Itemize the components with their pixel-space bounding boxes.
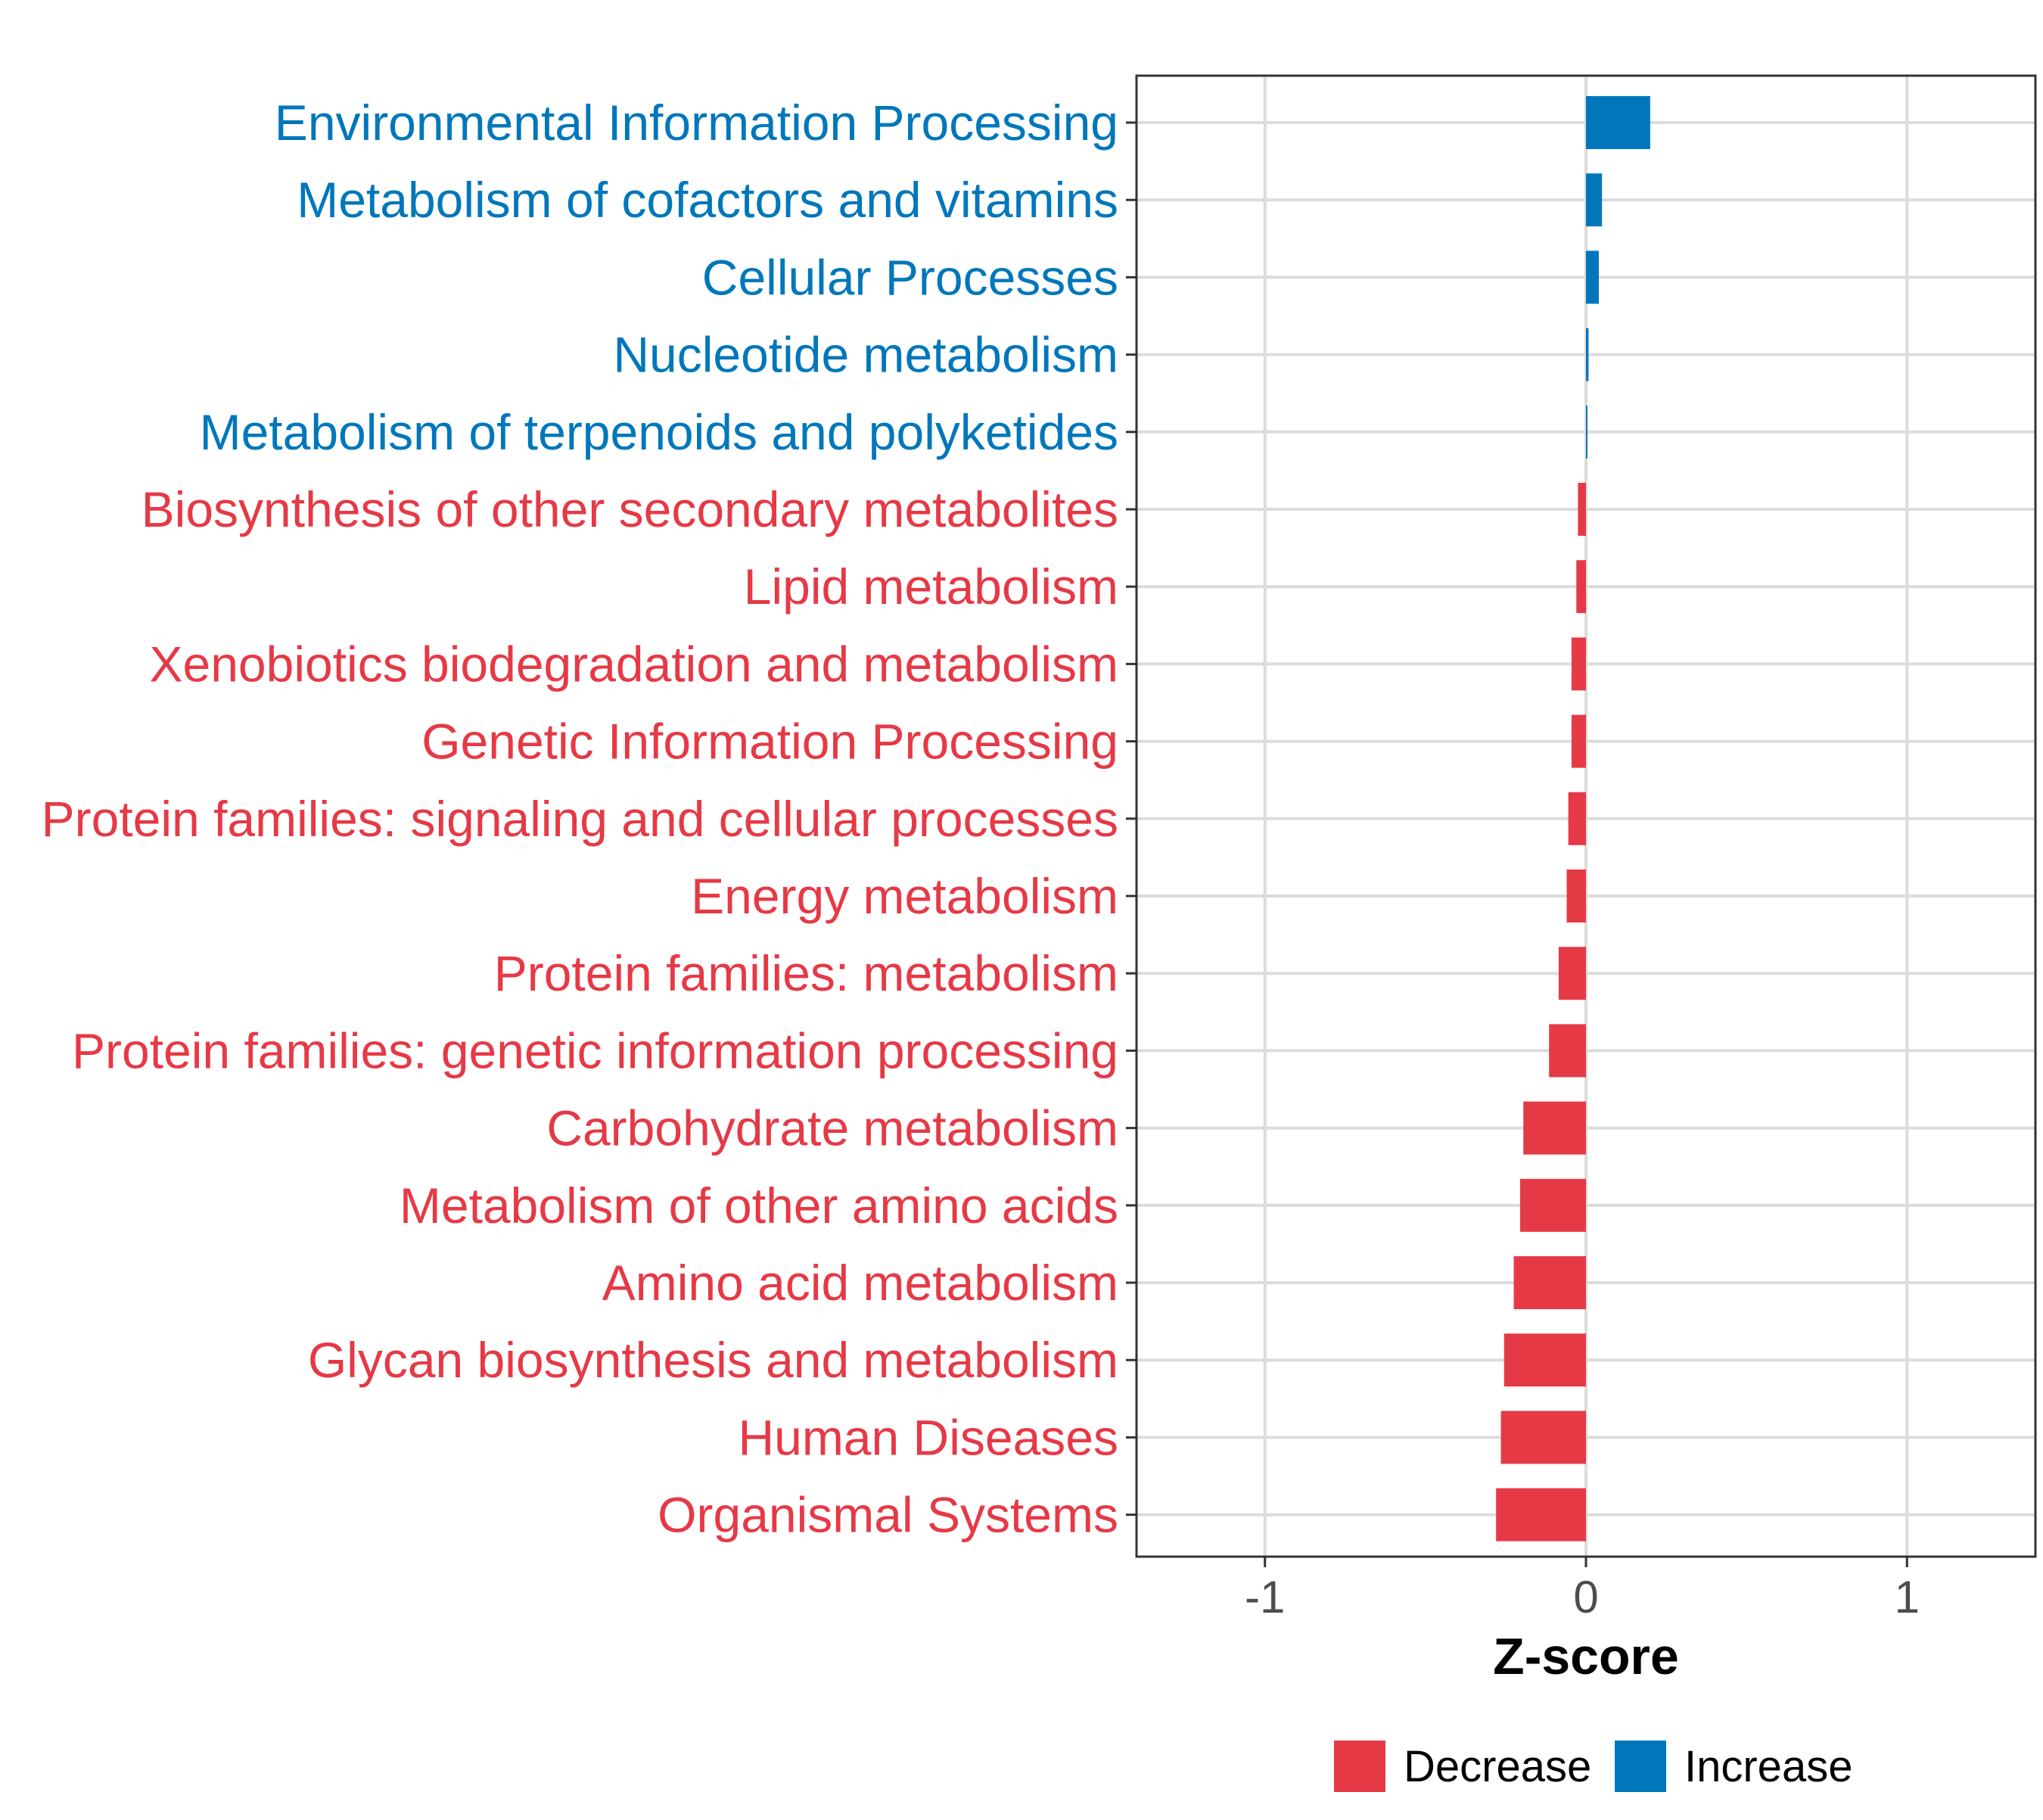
category-label: Cellular Processes <box>702 249 1118 305</box>
x-axis-title: Z-score <box>1493 1628 1679 1685</box>
category-label: Glycan biosynthesis and metabolism <box>308 1332 1118 1388</box>
bar <box>1586 173 1603 227</box>
category-label: Protein families: metabolism <box>494 945 1118 1001</box>
bars <box>1496 96 1650 1542</box>
category-label: Biosynthesis of other secondary metaboli… <box>141 481 1118 537</box>
bar <box>1523 1101 1586 1155</box>
bar <box>1571 714 1586 768</box>
bar <box>1568 792 1586 845</box>
bar <box>1586 405 1587 459</box>
category-label: Genetic Information Processing <box>421 714 1118 770</box>
category-label: Environmental Information Processing <box>275 95 1118 151</box>
category-label: Xenobiotics biodegradation and metabolis… <box>150 636 1119 692</box>
x-axis-ticks: -1 0 1 <box>1245 1557 1920 1622</box>
bar <box>1549 1024 1586 1078</box>
bar <box>1586 250 1599 304</box>
category-label: Organismal Systems <box>658 1487 1118 1543</box>
category-label: Carbohydrate metabolism <box>546 1100 1118 1156</box>
category-label: Metabolism of terpenoids and polyketides <box>200 404 1118 460</box>
category-label: Energy metabolism <box>691 868 1118 924</box>
legend-label-decrease: Decrease <box>1404 1742 1591 1791</box>
category-label: Metabolism of cofactors and vitamins <box>297 172 1118 228</box>
category-label: Human Diseases <box>738 1409 1118 1465</box>
legend-label-increase: Increase <box>1684 1742 1852 1791</box>
bar <box>1513 1256 1586 1309</box>
bar <box>1503 1333 1586 1387</box>
bar <box>1586 328 1589 381</box>
legend-swatch-decrease <box>1334 1741 1385 1792</box>
y-axis-ticks <box>1126 121 1137 1517</box>
bar <box>1496 1488 1586 1542</box>
category-label: Nucleotide metabolism <box>613 327 1118 383</box>
legend-swatch-increase <box>1615 1741 1666 1792</box>
bar <box>1520 1178 1586 1232</box>
legend: Decrease Increase <box>1334 1741 1852 1792</box>
category-label: Amino acid metabolism <box>602 1255 1118 1311</box>
bar <box>1566 870 1586 922</box>
bar <box>1558 947 1586 1000</box>
x-tick-label: 1 <box>1895 1572 1920 1622</box>
x-tick-label: 0 <box>1573 1572 1598 1622</box>
bar <box>1571 637 1586 691</box>
category-label: Protein families: signaling and cellular… <box>42 791 1118 847</box>
category-label: Metabolism of other amino acids <box>400 1178 1118 1234</box>
x-tick-label: -1 <box>1245 1572 1285 1622</box>
bar <box>1586 96 1650 149</box>
category-label: Protein families: genetic information pr… <box>72 1022 1118 1078</box>
category-label: Lipid metabolism <box>744 558 1118 614</box>
category-labels: Environmental Information Processing Meta… <box>42 95 1118 1543</box>
bar <box>1578 483 1586 536</box>
bar <box>1500 1411 1586 1464</box>
bar <box>1576 560 1586 614</box>
